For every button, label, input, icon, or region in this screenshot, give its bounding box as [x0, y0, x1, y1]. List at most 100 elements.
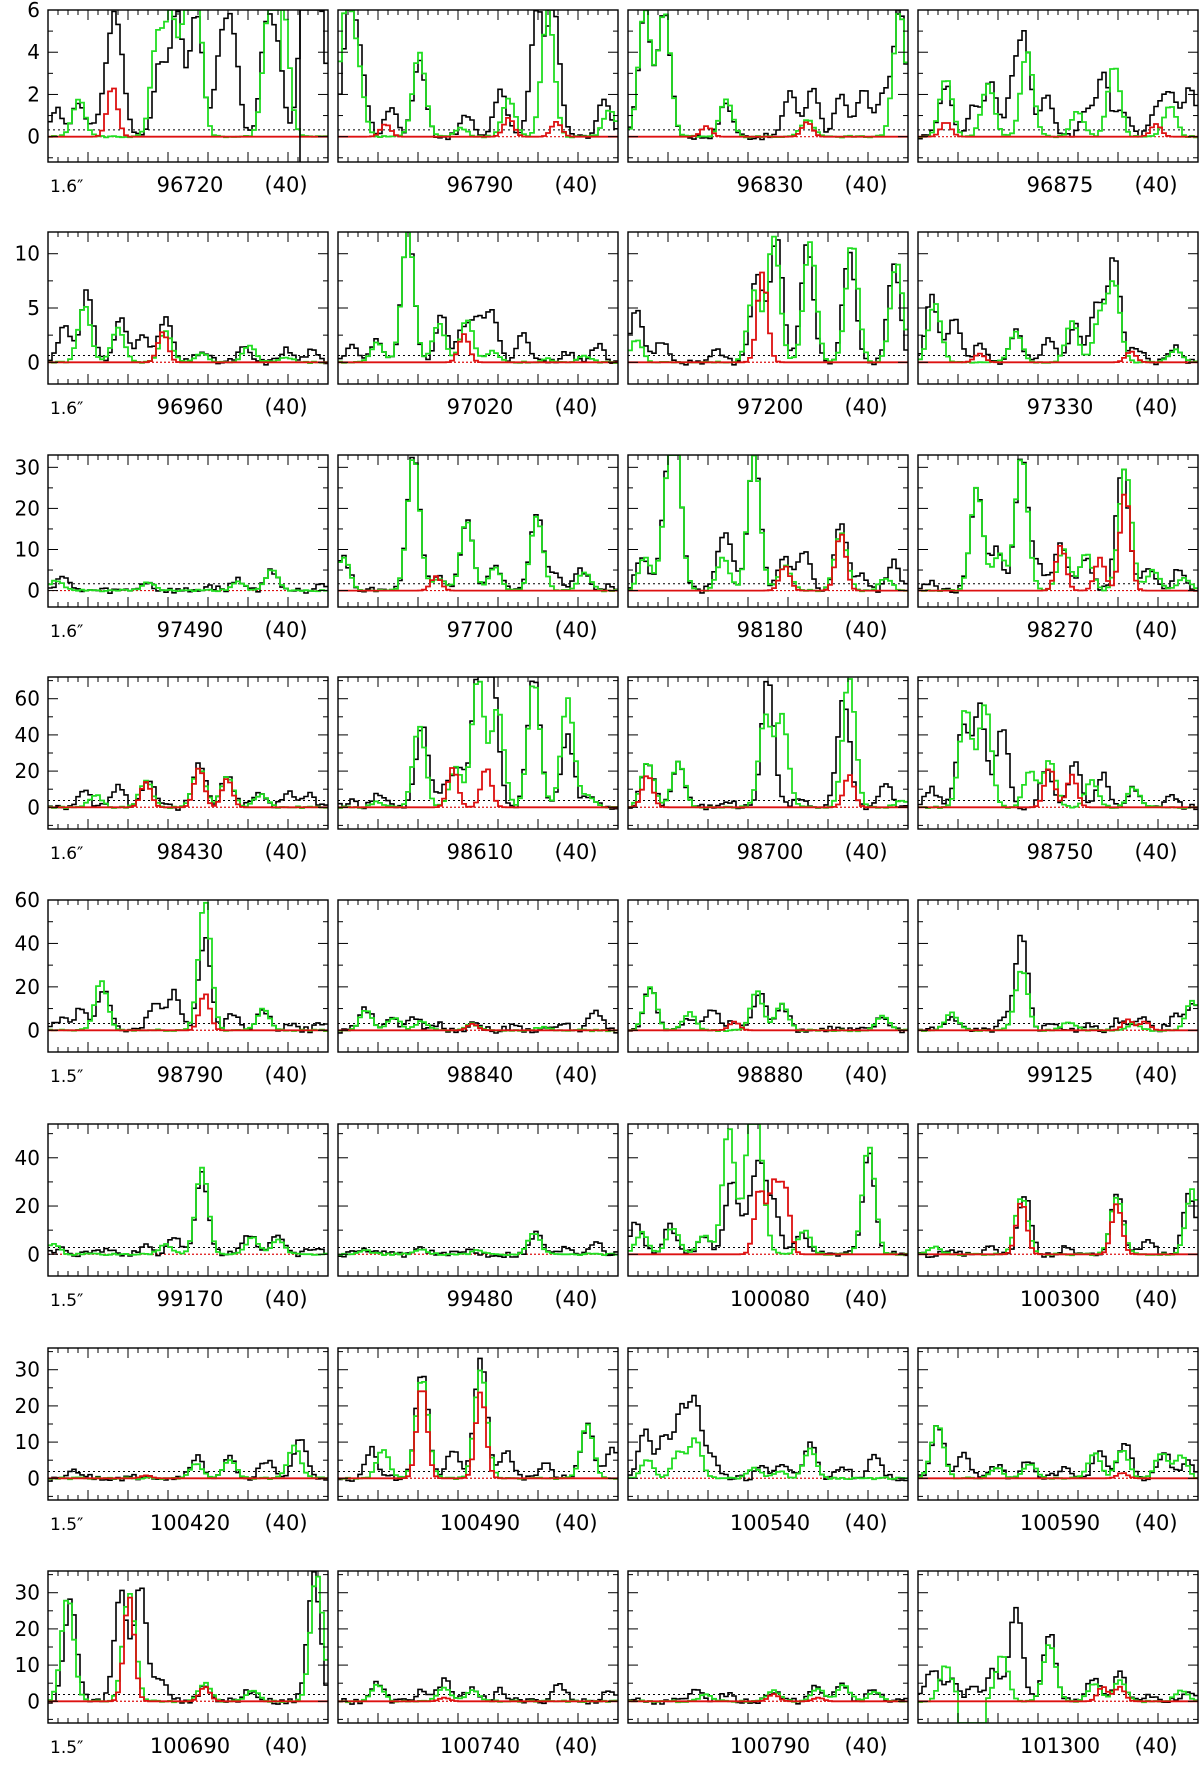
- frequency-label: 97700: [447, 618, 514, 642]
- beam-size-label: 1.5″: [50, 1067, 83, 1087]
- observed-spectrum: [338, 10, 618, 141]
- spectrum-panel: 99125 (40): [917, 899, 1199, 1087]
- observed-spectrum: [628, 10, 908, 141]
- observed-spectrum: [918, 30, 1198, 140]
- spectrum-panel: 0 5 10 1.6″ 96960 (40): [15, 231, 329, 419]
- model-total-spectrum: [48, 1575, 328, 1704]
- model-species-spectrum: [338, 767, 618, 809]
- channel-count-label: (40): [554, 173, 597, 197]
- y-tick-label: 0: [27, 1466, 40, 1490]
- frequency-label: 98610: [447, 840, 514, 864]
- frequency-label: 100420: [150, 1511, 230, 1535]
- channel-count-label: (40): [264, 840, 307, 864]
- panel-frame: [47, 1347, 329, 1501]
- frequency-label: 100740: [440, 1734, 520, 1758]
- channel-count-label: (40): [1134, 1734, 1177, 1758]
- model-total-spectrum: [338, 1683, 618, 1704]
- panel-frame: [627, 1347, 909, 1501]
- panel-frame: [917, 9, 1199, 163]
- channel-count-label: (40): [1134, 1287, 1177, 1311]
- y-tick-label: 2: [27, 82, 40, 106]
- channel-count-label: (40): [264, 1511, 307, 1535]
- spectrum-panel: 97200 (40): [627, 231, 909, 419]
- y-tick-label: 30: [15, 455, 40, 479]
- channel-count-label: (40): [844, 173, 887, 197]
- frequency-label: 96720: [157, 173, 224, 197]
- channel-count-label: (40): [264, 395, 307, 419]
- y-tick-label: 20: [15, 496, 40, 520]
- panel-frame: [337, 9, 619, 163]
- model-species-spectrum: [918, 493, 1198, 592]
- y-tick-label: 20: [15, 1617, 40, 1641]
- beam-size-label: 1.5″: [50, 1738, 83, 1758]
- beam-size-label: 1.6″: [50, 399, 83, 419]
- spectrum-panel: 98180 (40): [627, 454, 909, 642]
- model-species-spectrum: [918, 768, 1198, 809]
- model-total-spectrum: [628, 10, 908, 139]
- spectrum-panel: 98880 (40): [627, 899, 909, 1087]
- y-tick-label: 5: [27, 296, 40, 320]
- frequency-label: 97490: [157, 618, 224, 642]
- frequency-label: 100540: [730, 1511, 810, 1535]
- frequency-label: 96960: [157, 395, 224, 419]
- channel-count-label: (40): [264, 1734, 307, 1758]
- channel-count-label: (40): [264, 618, 307, 642]
- model-total-spectrum: [338, 1369, 618, 1480]
- observed-spectrum: [628, 455, 908, 594]
- model-species-spectrum: [338, 1022, 618, 1032]
- spectrum-panel: 100490 (40): [337, 1347, 619, 1535]
- beam-size-label: 1.6″: [50, 622, 83, 642]
- frequency-label: 96875: [1027, 173, 1094, 197]
- spectrum-panel: 101300 (40): [917, 1570, 1199, 1758]
- model-species-spectrum: [918, 1202, 1198, 1256]
- spectrum-panel: 97330 (40): [917, 231, 1199, 419]
- spectrum-panel: 0 2 4 6 1.6″ 96720 (40): [27, 0, 329, 197]
- spectrum-panel: 99480 (40): [337, 1123, 619, 1311]
- spectrum-panel: 100740 (40): [337, 1570, 619, 1758]
- frequency-label: 97200: [737, 395, 804, 419]
- frequency-label: 100690: [150, 1734, 230, 1758]
- frequency-label: 100300: [1020, 1287, 1100, 1311]
- model-total-spectrum: [628, 455, 908, 593]
- spectrum-panel: 96875 (40): [917, 9, 1199, 197]
- model-total-spectrum: [918, 704, 1198, 809]
- spectrum-panel: 98750 (40): [917, 676, 1199, 864]
- frequency-label: 97330: [1027, 395, 1094, 419]
- y-tick-label: 40: [15, 931, 40, 955]
- model-species-spectrum: [48, 87, 328, 138]
- y-tick-label: 20: [15, 975, 40, 999]
- channel-count-label: (40): [844, 1511, 887, 1535]
- spectrum-panel: 0 20 40 60 1.6″ 98430 (40): [15, 676, 329, 864]
- spectrum-panel: 96830 (40): [627, 9, 909, 197]
- model-total-spectrum: [48, 306, 328, 364]
- panel-frame: [337, 676, 619, 830]
- model-total-spectrum: [338, 1233, 618, 1256]
- frequency-label: 100080: [730, 1287, 810, 1311]
- model-species-spectrum: [918, 122, 1198, 138]
- spectrum-panel: 98700 (40): [627, 676, 909, 864]
- channel-count-label: (40): [554, 395, 597, 419]
- frequency-label: 96790: [447, 173, 514, 197]
- frequency-label: 98790: [157, 1063, 224, 1087]
- y-tick-label: 30: [15, 1358, 40, 1382]
- model-total-spectrum: [338, 459, 618, 593]
- channel-count-label: (40): [844, 395, 887, 419]
- channel-count-label: (40): [844, 1734, 887, 1758]
- model-total-spectrum: [338, 10, 618, 139]
- y-tick-label: 10: [15, 1653, 40, 1677]
- channel-count-label: (40): [844, 1287, 887, 1311]
- observed-spectrum: [338, 232, 618, 364]
- model-species-spectrum: [48, 1474, 328, 1480]
- channel-count-label: (40): [264, 1063, 307, 1087]
- frequency-label: 98180: [737, 618, 804, 642]
- y-tick-label: 20: [15, 1194, 40, 1218]
- frequency-label: 101300: [1020, 1734, 1100, 1758]
- model-total-spectrum: [48, 10, 328, 139]
- observed-spectrum: [918, 1425, 1198, 1482]
- y-tick-label: 60: [15, 888, 40, 912]
- frequency-label: 98430: [157, 840, 224, 864]
- channel-count-label: (40): [1134, 1063, 1177, 1087]
- channel-count-label: (40): [1134, 173, 1177, 197]
- frequency-label: 100490: [440, 1511, 520, 1535]
- spectrum-panel: 98270 (40): [917, 454, 1199, 642]
